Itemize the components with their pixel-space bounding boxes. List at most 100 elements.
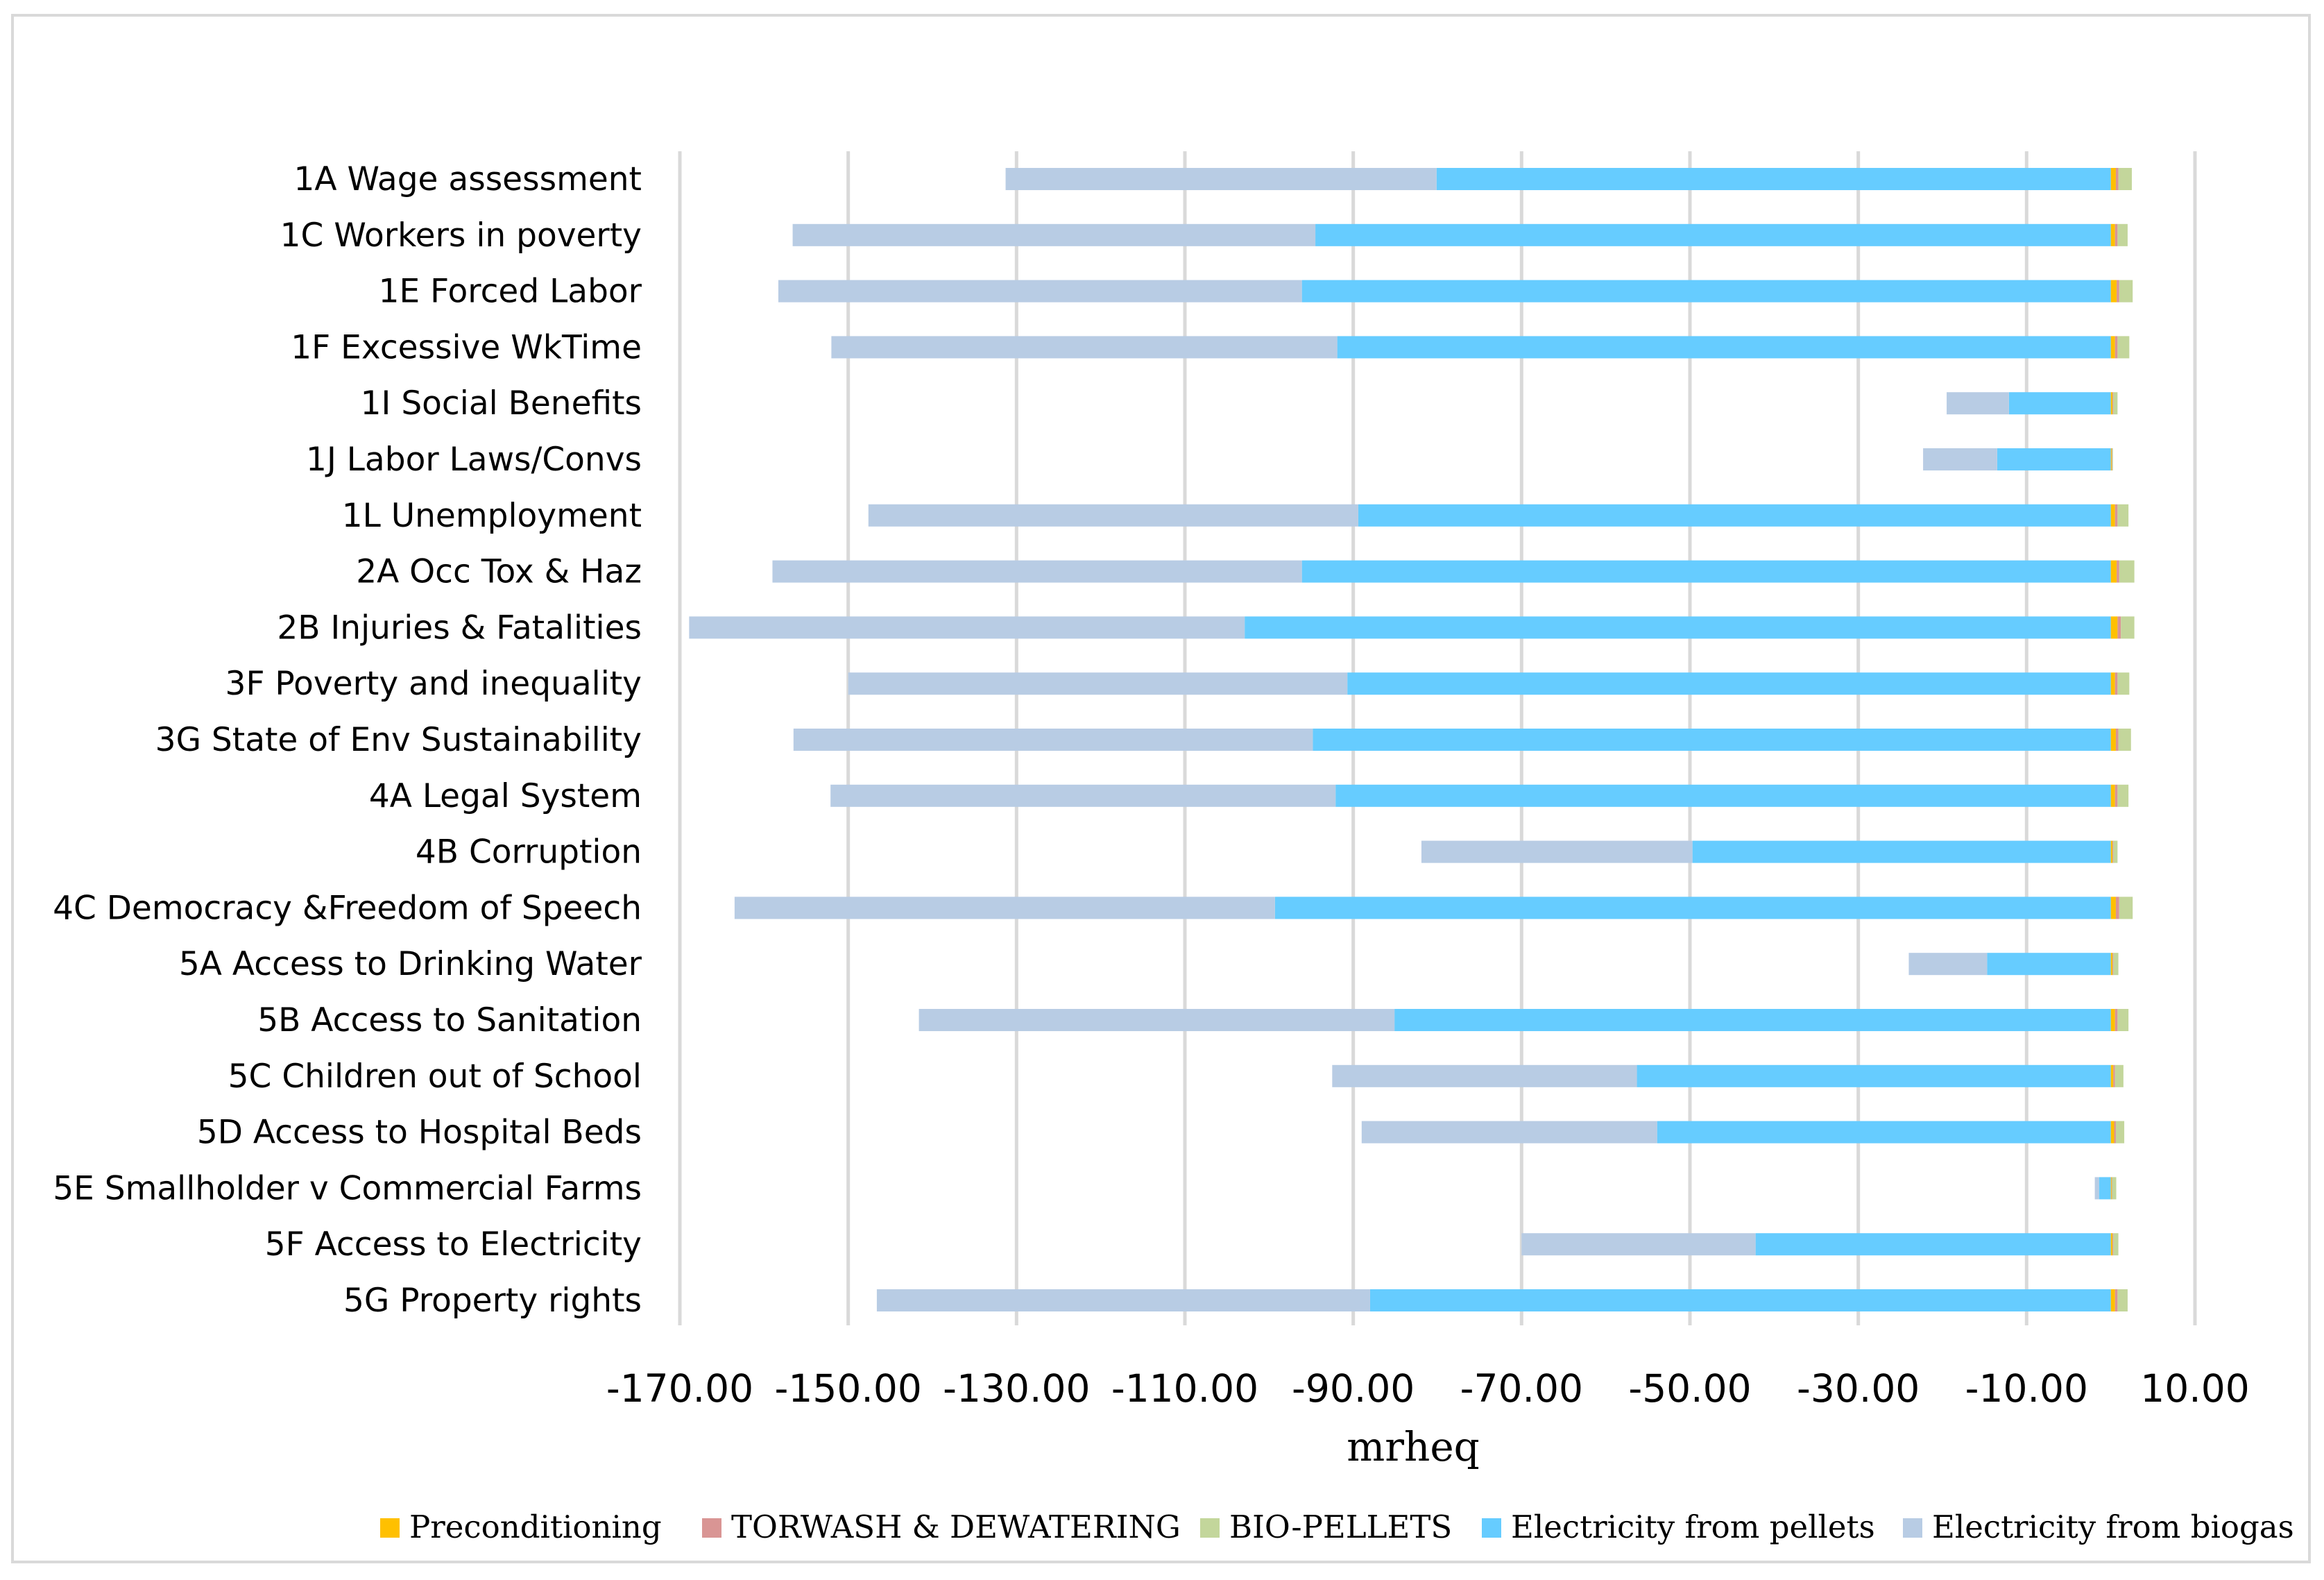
- bar-segment: [831, 336, 1338, 359]
- bar-segment: [2094, 1177, 2099, 1200]
- bar-segment: [2114, 223, 2118, 246]
- bar-segment: [1301, 280, 2111, 303]
- category-label: 1I Social Benefits: [361, 384, 642, 423]
- category-label: 4B Corruption: [416, 833, 642, 872]
- legend-label: BIO-PELLETS: [1229, 1509, 1452, 1545]
- bar-segment: [2110, 1009, 2115, 1031]
- category-label: 1C Workers in poverty: [280, 216, 642, 255]
- x-tick-label: 10.00: [2140, 1366, 2249, 1411]
- bar-segment: [2110, 1289, 2115, 1311]
- bar-segment: [1245, 616, 2111, 639]
- legend: Preconditioning TORWASH & DEWATERING BIO-P…: [380, 1509, 2294, 1545]
- bar-segment: [1637, 1064, 2111, 1087]
- category-label: 5C Children out of School: [228, 1057, 642, 1096]
- x-tick-label: -130.00: [943, 1366, 1090, 1411]
- bar-segment: [689, 616, 1245, 639]
- bar-segment: [2119, 280, 2133, 303]
- category-label: 5F Access to Electricity: [265, 1225, 642, 1264]
- x-tick-label: -10.00: [1965, 1366, 2088, 1411]
- bar-segment: [2117, 223, 2128, 246]
- bar-segment: [2110, 1121, 2114, 1144]
- x-tick-labels: -170.00 -150.00 -130.00 -110.00 -90.00 -70.00…: [606, 1366, 2250, 1411]
- bar-segment: [2110, 560, 2117, 583]
- bar-segment: [1358, 504, 2111, 527]
- bar-segment: [2114, 504, 2118, 527]
- bar-segment: [1521, 1233, 1756, 1256]
- bar-segment: [2117, 616, 2121, 639]
- legend-label: Electricity from biogas: [1932, 1509, 2294, 1545]
- category-label: 1L Unemployment: [342, 497, 642, 535]
- bar-segment: [2115, 1121, 2125, 1144]
- bars: [689, 168, 2135, 1311]
- legend-swatch: [1903, 1518, 1922, 1538]
- bar-segment: [2110, 729, 2116, 751]
- category-label: 5D Access to Hospital Beds: [197, 1114, 642, 1152]
- bar-segment: [2113, 953, 2119, 976]
- bar-segment: [1313, 729, 2111, 751]
- bar-segment: [1908, 953, 1988, 976]
- legend-label: Preconditioning: [409, 1509, 662, 1545]
- bar-segment: [2121, 616, 2135, 639]
- category-label: 1J Labor Laws/Convs: [306, 441, 642, 479]
- bar-segment: [2110, 392, 2113, 415]
- bar-segment: [2110, 784, 2115, 807]
- bar-segment: [1692, 840, 2111, 863]
- x-tick-label: -30.00: [1797, 1366, 1920, 1411]
- bar-segment: [2119, 897, 2133, 919]
- bar-segment: [2114, 784, 2118, 807]
- bar-segment: [1657, 1121, 2111, 1144]
- bar-segment: [2110, 672, 2115, 695]
- bar-segment: [2114, 1064, 2124, 1087]
- bar-segment: [772, 560, 1302, 583]
- bar-segment: [2112, 1233, 2114, 1256]
- bar-segment: [2112, 392, 2114, 415]
- legend-label: Electricity from pellets: [1511, 1509, 1875, 1545]
- bar-segment: [1332, 1064, 1637, 1087]
- bar-segment: [2113, 392, 2118, 415]
- bar-segment: [919, 1009, 1395, 1031]
- bar-segment: [1337, 336, 2111, 359]
- bar-segment: [2117, 784, 2129, 807]
- bar-segment: [2118, 729, 2131, 751]
- bar-segment: [1947, 392, 2009, 415]
- bar-segment: [2118, 168, 2132, 190]
- legend-swatch: [702, 1518, 721, 1538]
- bar-segment: [2117, 1289, 2128, 1311]
- category-label: 5B Access to Sanitation: [257, 1001, 642, 1039]
- bar-segment: [2112, 953, 2114, 976]
- category-label: 5G Property rights: [343, 1282, 642, 1320]
- bar-segment: [1421, 840, 1693, 863]
- category-label: 3F Poverty and inequality: [225, 665, 642, 703]
- category-label: 4C Democracy &Freedom of Speech: [53, 889, 642, 927]
- category-label: 2B Injuries & Fatalities: [277, 609, 642, 647]
- bar-segment: [2112, 1177, 2117, 1200]
- bar-segment: [1923, 448, 1997, 470]
- legend-swatch: [1200, 1518, 1220, 1538]
- category-labels: 1A Wage assessment 1C Workers in poverty 1…: [53, 160, 642, 1320]
- bar-segment: [2008, 392, 2111, 415]
- bar-segment: [1274, 897, 2111, 919]
- bar-segment: [848, 672, 1348, 695]
- bar-segment: [2110, 336, 2115, 359]
- x-tick-label: -170.00: [606, 1366, 753, 1411]
- bar-segment: [1005, 168, 1437, 190]
- bar-segment: [2115, 168, 2119, 190]
- category-label: 2A Occ Tox & Haz: [356, 553, 642, 591]
- bar-segment: [1347, 672, 2111, 695]
- legend-swatch: [1482, 1518, 1501, 1538]
- bar-segment: [2117, 504, 2129, 527]
- bar-segment: [2113, 840, 2118, 863]
- bar-segment: [2117, 560, 2119, 583]
- bar-segment: [2115, 897, 2119, 919]
- bar-segment: [2110, 897, 2116, 919]
- bar-segment: [2110, 448, 2112, 470]
- bar-segment: [2113, 1064, 2115, 1087]
- bar-segment: [2110, 1064, 2114, 1087]
- category-label: 1F Excessive WkTime: [291, 328, 642, 366]
- bar-segment: [1394, 1009, 2111, 1031]
- bar-segment: [868, 504, 1358, 527]
- bar-segment: [1335, 784, 2111, 807]
- bar-segment: [2115, 729, 2119, 751]
- category-label: 5E Smallholder v Commercial Farms: [53, 1169, 642, 1207]
- bar-segment: [2110, 168, 2116, 190]
